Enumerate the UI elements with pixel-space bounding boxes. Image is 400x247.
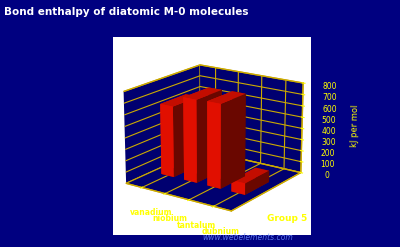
Text: Bond enthalpy of diatomic M-0 molecules: Bond enthalpy of diatomic M-0 molecules	[4, 7, 248, 17]
Text: www.webelements.com: www.webelements.com	[203, 233, 293, 242]
Text: Group 5: Group 5	[267, 214, 307, 223]
